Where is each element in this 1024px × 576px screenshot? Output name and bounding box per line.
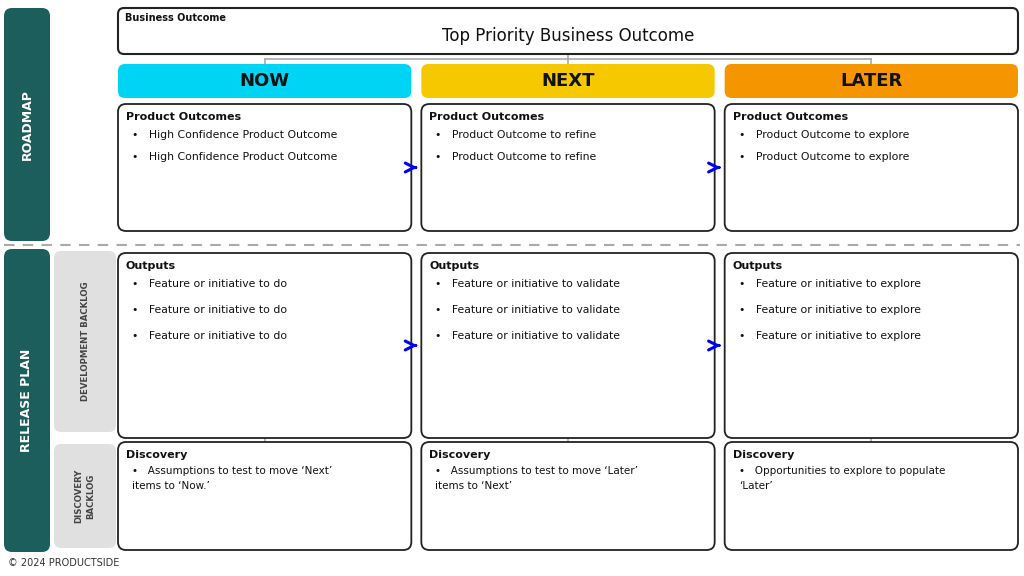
Text: Product Outcomes: Product Outcomes <box>126 112 241 122</box>
Text: •   Assumptions to test to move ‘Later’
items to ‘Next’: • Assumptions to test to move ‘Later’ it… <box>435 466 638 491</box>
Text: Product Outcomes: Product Outcomes <box>732 112 848 122</box>
Text: Outputs: Outputs <box>126 261 176 271</box>
FancyBboxPatch shape <box>421 253 715 438</box>
FancyBboxPatch shape <box>118 64 412 98</box>
Text: •   Product Outcome to refine: • Product Outcome to refine <box>435 130 597 140</box>
Text: Top Priority Business Outcome: Top Priority Business Outcome <box>441 27 694 45</box>
Text: •   Product Outcome to explore: • Product Outcome to explore <box>738 152 909 162</box>
Text: •   Feature or initiative to explore: • Feature or initiative to explore <box>738 305 921 315</box>
FancyBboxPatch shape <box>54 444 116 548</box>
Text: •   Assumptions to test to move ‘Next’
items to ‘Now.’: • Assumptions to test to move ‘Next’ ite… <box>132 466 332 491</box>
Text: •   Feature or initiative to validate: • Feature or initiative to validate <box>435 279 621 289</box>
FancyBboxPatch shape <box>118 104 412 231</box>
FancyBboxPatch shape <box>4 8 50 241</box>
FancyBboxPatch shape <box>725 442 1018 550</box>
FancyBboxPatch shape <box>725 253 1018 438</box>
FancyBboxPatch shape <box>725 64 1018 98</box>
FancyBboxPatch shape <box>421 64 715 98</box>
Text: •   Feature or initiative to validate: • Feature or initiative to validate <box>435 305 621 315</box>
Text: Business Outcome: Business Outcome <box>125 13 226 23</box>
Text: Outputs: Outputs <box>429 261 479 271</box>
Text: DEVELOPMENT BACKLOG: DEVELOPMENT BACKLOG <box>81 282 89 401</box>
Text: •   High Confidence Product Outcome: • High Confidence Product Outcome <box>132 152 337 162</box>
FancyBboxPatch shape <box>118 253 412 438</box>
Text: •   Product Outcome to explore: • Product Outcome to explore <box>738 130 909 140</box>
Text: © 2024 PRODUCTSIDE: © 2024 PRODUCTSIDE <box>8 558 120 568</box>
Text: NOW: NOW <box>240 72 290 90</box>
Text: RELEASE PLAN: RELEASE PLAN <box>20 349 34 452</box>
Text: •   Feature or initiative to explore: • Feature or initiative to explore <box>738 279 921 289</box>
Text: •   Feature or initiative to do: • Feature or initiative to do <box>132 305 287 315</box>
Text: ROADMAP: ROADMAP <box>20 89 34 160</box>
FancyBboxPatch shape <box>421 442 715 550</box>
Text: DISCOVERY
BACKLOG: DISCOVERY BACKLOG <box>75 469 96 523</box>
FancyBboxPatch shape <box>725 104 1018 231</box>
FancyBboxPatch shape <box>421 104 715 231</box>
FancyBboxPatch shape <box>54 251 116 432</box>
FancyBboxPatch shape <box>4 249 50 552</box>
Text: •   Feature or initiative to explore: • Feature or initiative to explore <box>738 331 921 341</box>
Text: •   Opportunities to explore to populate
‘Later’: • Opportunities to explore to populate ‘… <box>738 466 945 491</box>
Text: Discovery: Discovery <box>732 450 794 460</box>
Text: Discovery: Discovery <box>429 450 490 460</box>
Text: •   Feature or initiative to do: • Feature or initiative to do <box>132 279 287 289</box>
Text: Outputs: Outputs <box>732 261 782 271</box>
Text: NEXT: NEXT <box>542 72 595 90</box>
FancyBboxPatch shape <box>118 8 1018 54</box>
Text: Product Outcomes: Product Outcomes <box>429 112 545 122</box>
FancyBboxPatch shape <box>118 442 412 550</box>
Text: •   High Confidence Product Outcome: • High Confidence Product Outcome <box>132 130 337 140</box>
Text: •   Product Outcome to refine: • Product Outcome to refine <box>435 152 597 162</box>
Text: LATER: LATER <box>841 72 902 90</box>
Text: •   Feature or initiative to validate: • Feature or initiative to validate <box>435 331 621 341</box>
Text: Discovery: Discovery <box>126 450 187 460</box>
Text: •   Feature or initiative to do: • Feature or initiative to do <box>132 331 287 341</box>
